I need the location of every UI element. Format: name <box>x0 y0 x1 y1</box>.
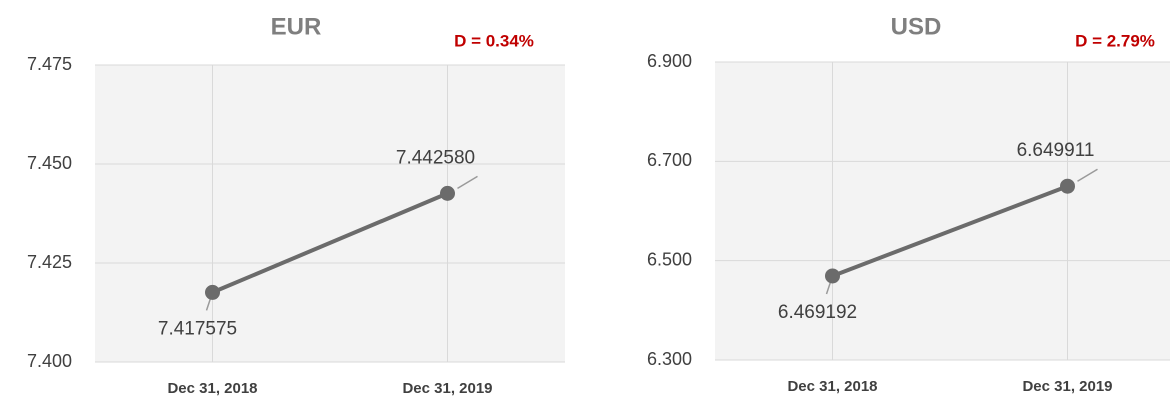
leader-line <box>1077 168 1098 182</box>
y-tick-label: 6.300 <box>647 349 692 369</box>
plot-area <box>95 65 565 362</box>
y-tick-label: 7.450 <box>27 153 72 173</box>
chart-title: EUR <box>271 13 322 40</box>
data-label: 7.417575 <box>158 318 237 339</box>
y-tick-label: 7.400 <box>27 351 72 371</box>
x-tick-label: Dec 31, 2018 <box>167 380 257 397</box>
data-point <box>440 185 455 201</box>
annotation: D = 0.34% <box>454 31 534 50</box>
leader-line <box>457 175 478 190</box>
y-tick-label: 6.500 <box>647 249 692 269</box>
plot-area <box>715 62 1170 360</box>
x-tick-label: Dec 31, 2019 <box>1022 378 1112 395</box>
y-tick-label: 6.700 <box>647 150 692 170</box>
y-tick-label: 7.475 <box>27 54 72 74</box>
y-tick-label: 7.425 <box>27 252 72 272</box>
data-point <box>205 284 220 300</box>
x-tick-label: Dec 31, 2019 <box>402 380 492 397</box>
data-label: 7.442580 <box>396 147 475 168</box>
y-tick-label: 6.900 <box>647 51 692 71</box>
data-point <box>825 268 840 284</box>
data-label: 6.469192 <box>778 302 857 323</box>
data-label: 6.649911 <box>1017 140 1095 161</box>
series-line <box>211 191 449 295</box>
leader-line <box>205 298 212 311</box>
data-point <box>1060 178 1075 194</box>
series-line <box>831 184 1069 278</box>
annotation: D = 2.79% <box>1075 31 1155 50</box>
x-tick-label: Dec 31, 2018 <box>787 378 877 395</box>
leader-line <box>825 281 832 295</box>
chart-title: USD <box>891 13 942 40</box>
